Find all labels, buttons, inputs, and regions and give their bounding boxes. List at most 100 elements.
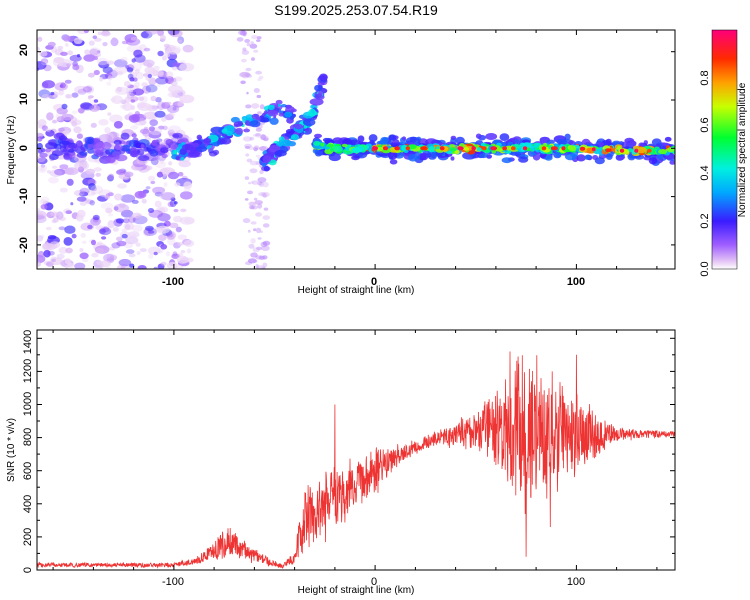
colorbar-tick-label: 0.0: [699, 261, 711, 276]
spectrogram-blob: [172, 251, 178, 257]
spectrogram-blob: [143, 111, 158, 120]
spectrogram-blob: [331, 145, 343, 153]
spectrogram-blob: [258, 181, 264, 187]
colorbar: 0.0 0.2 0.4 0.6 0.8 Normalized spectral …: [699, 29, 748, 277]
spectrogram-blob: [41, 243, 51, 251]
spectrogram-blob: [80, 233, 86, 238]
spectrogram-blob: [257, 237, 262, 240]
spectrogram-blob: [157, 213, 171, 222]
spectrogram-blob: [177, 171, 184, 177]
spectrogram-blob: [105, 193, 110, 197]
spectrogram-blob: [180, 256, 189, 264]
spectrogram-blob: [249, 205, 255, 210]
spectrogram-blob: [245, 104, 252, 109]
spectrogram-blob: [173, 76, 183, 82]
spectrogram-blob: [242, 218, 251, 224]
spectrogram-blob: [81, 104, 86, 108]
spectrogram-blob: [246, 91, 249, 95]
spectrogram-blob: [128, 112, 134, 116]
snr-xtick-label: 100: [567, 576, 585, 588]
spectrogram-blob: [420, 146, 428, 151]
spectrogram-blob: [247, 190, 253, 195]
spectrogram-blob: [186, 117, 194, 122]
spectrogram-blob: [309, 98, 324, 106]
spectrogram-blob: [59, 217, 66, 222]
spectrogram-blob: [230, 116, 240, 123]
spectrogram-blob: [233, 121, 244, 127]
spectrogram-blob: [267, 110, 279, 117]
spectrogram-blob: [49, 153, 59, 161]
spectrogram-blob: [51, 165, 58, 169]
spectrogram-blob: [244, 38, 251, 43]
spectrogram-blob: [135, 242, 141, 247]
spectrogram-blob: [249, 43, 258, 49]
spectrogram-blob: [471, 146, 477, 151]
spectrogram-blob: [249, 136, 255, 141]
spectrogram-blob: [178, 137, 189, 143]
spectrogram-blob: [106, 253, 116, 261]
spectrogram-blob: [169, 30, 183, 38]
spectrogram-blob: [93, 55, 98, 61]
spectrogram-blob: [256, 227, 262, 234]
spectrogram-blob: [120, 194, 136, 203]
spectrogram-blob: [38, 50, 48, 57]
spectrogram-blob: [246, 42, 251, 47]
spectrogram-blob: [157, 248, 164, 254]
spectrogram-blob: [97, 31, 103, 36]
spectrogram-blob: [405, 146, 410, 151]
spec-yaxis-label: Frequency (Hz): [6, 116, 17, 185]
spectrogram-blob: [170, 80, 178, 87]
spectrogram-blob: [136, 251, 141, 255]
spectrogram-blob: [179, 216, 195, 225]
spectrogram-blob: [177, 101, 184, 107]
spectrogram-blob: [505, 145, 513, 151]
spectrogram-blob: [52, 218, 59, 223]
spectrogram-blob: [100, 30, 111, 37]
spectrogram-blob: [80, 103, 95, 111]
spectrogram-blob: [45, 226, 52, 231]
spectrogram-blob: [115, 218, 125, 224]
spectrogram-blob: [290, 134, 300, 141]
spectrogram-blob: [175, 226, 182, 233]
spectrogram-blob: [105, 149, 110, 155]
spectrogram-blob: [167, 92, 177, 98]
spectrogram-blob: [57, 127, 65, 132]
spectrogram-blob: [502, 146, 507, 151]
spectrogram-blob: [165, 71, 174, 78]
spectrogram-blob: [275, 99, 283, 105]
spectrogram-blob: [129, 263, 135, 268]
snr-panel: -100 0 100 0 200 400 600 800 1000 1200 1…: [6, 329, 676, 596]
snr-xaxis-label: Height of straight line (km): [298, 585, 415, 596]
spectrogram-blob: [108, 173, 115, 180]
spectrogram-blob: [148, 175, 156, 182]
spectrogram-blob: [109, 246, 116, 251]
spectrogram-blob: [96, 57, 109, 66]
spectrogram-blob: [83, 30, 89, 34]
spec-xaxis-label: Height of straight line (km): [298, 285, 415, 296]
colorbar-label: Normalized spectral amplitude: [737, 82, 748, 217]
spectrogram-blob: [59, 164, 69, 170]
spectrogram-blob: [258, 192, 266, 197]
snr-frame: [36, 329, 676, 571]
spectrogram-blob: [253, 228, 257, 232]
spectrogram-blob: [140, 144, 145, 149]
spectrogram-blob: [59, 145, 69, 153]
spectrogram-blob: [84, 49, 90, 55]
spectrogram-blob: [314, 84, 323, 92]
spectrogram-blob: [154, 191, 163, 197]
spectrogram-blob: [226, 130, 233, 137]
spectrogram-blob: [277, 103, 281, 108]
spectrogram-blob: [314, 133, 322, 139]
spectrogram-blob: [85, 199, 94, 204]
spectrogram-blob: [172, 62, 181, 68]
spectrogram-blob: [160, 34, 166, 42]
snr-ytick-label: 800: [22, 428, 34, 446]
spectrogram-blob: [254, 145, 259, 149]
spectrogram-blob: [107, 75, 113, 81]
spectrogram-blob: [161, 153, 168, 159]
spectrogram-blob: [166, 262, 178, 269]
spectrogram-blob: [579, 146, 586, 151]
spectrogram-blob: [122, 102, 133, 111]
spectrogram-blob: [192, 142, 200, 148]
spectrogram-blob: [79, 187, 90, 195]
